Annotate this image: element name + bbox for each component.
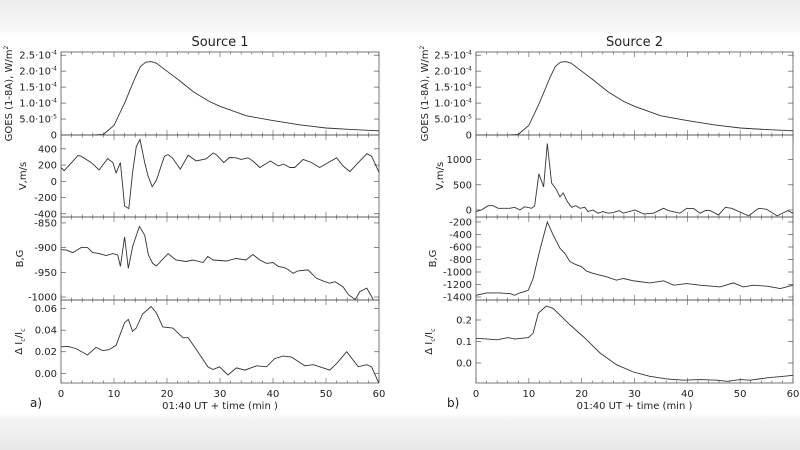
panel-frame (60, 51, 380, 136)
y-axis-label: Δ Ic​/Ic​ (424, 328, 437, 355)
y-tick-label: -400 (449, 230, 472, 241)
y-tick-label: -1200 (443, 280, 472, 291)
y-tick-label: 1.5·10-4​ (434, 82, 472, 94)
y-tick-label: 5.0·10-5​ (434, 114, 472, 126)
y-axis-label: Δ Ic​/Ic​ (14, 328, 27, 355)
y-axis-label: V,m/s (435, 162, 446, 190)
y-tick-label: 400 (38, 144, 57, 155)
chart-b: Source 2 0 5.0·10-5​ 1.0·10-4​ 1.5·10-4​ 2.0·… (419, 35, 799, 412)
x-tick-label: 30 (628, 389, 641, 400)
panel-frame (475, 51, 794, 136)
panel-frame (475, 216, 794, 301)
series-line (60, 305, 379, 383)
x-tick-label: 0 (473, 389, 479, 400)
chart-title: Source 2 (606, 35, 663, 50)
x-axis-label: 01:40 UT + time (min ) (162, 401, 278, 412)
y-tick-label: 1000 (447, 155, 472, 166)
y-tick-label: 0 (466, 205, 472, 216)
panel-tag: b) (447, 396, 459, 410)
y-tick-label: 1.0·10-4​ (19, 98, 57, 110)
y-axis-label: GOES (1-8A), W/m2​ (3, 46, 15, 142)
panel-frame (60, 134, 380, 218)
x-tick-label: 50 (320, 389, 333, 400)
y-tick-label: 0.00 (35, 369, 57, 380)
y-tick-label: -200 (34, 193, 57, 204)
x-tick-label: 30 (214, 389, 227, 400)
y-tick-label: 0.0 (456, 359, 472, 370)
y-tick-label: -1400 (443, 293, 472, 304)
panel-2: -1400 -1200-1000 -800-600 -400-200 B,G (428, 216, 794, 304)
x-tick-label: 50 (734, 389, 747, 400)
y-axis-label: V,m/s (18, 162, 29, 190)
series-line (60, 225, 374, 301)
panel-3: 0.00 0.02 0.04 0.06 Δ Ic​/Ic​ (14, 299, 380, 384)
y-tick-label: 5.0·10-5​ (19, 114, 57, 126)
panel-frame (60, 216, 380, 301)
y-tick-label: -950 (34, 268, 57, 279)
y-tick-label: 200 (38, 161, 57, 172)
y-tick-label: -900 (34, 243, 57, 254)
y-tick-label: 500 (453, 180, 472, 191)
series-line (476, 61, 794, 136)
y-axis-label: B,G (15, 250, 26, 268)
panel-2: -1000 -950 -900 -850 B,G (15, 216, 380, 304)
y-tick-label: 0 (51, 131, 57, 142)
panel-1: -400 -200 0 200 400 V,m/s (18, 134, 380, 220)
y-tick-label: 2.0·10-4​ (19, 66, 57, 78)
y-tick-label: 0 (466, 131, 472, 142)
x-tick-label: 60 (787, 389, 800, 400)
x-tick-label: 10 (108, 389, 121, 400)
panel-frame (475, 134, 794, 218)
y-axis-label: B,G (428, 250, 439, 268)
panel-tag: a) (30, 396, 42, 410)
y-tick-label: -1000 (28, 293, 57, 304)
series-line (60, 138, 380, 210)
series-line (61, 61, 380, 136)
chart-a: Source 1 0 5.0·10-5​ 1.0·10-4​ 1.5·10-4​ 2.0·… (3, 35, 385, 412)
y-tick-label: 1.0·10-4​ (434, 98, 472, 110)
panel-0: 0 5.0·10-5​ 1.0·10-4​ 1.5·10-4​ 2.0·10-4​ 2.5… (3, 46, 380, 142)
x-axis-label: 01:40 UT + time (min ) (577, 401, 693, 412)
panel-0: 0 5.0·10-5​ 1.0·10-4​ 1.5·10-4​ 2.0·10-4​ 2.5… (419, 46, 794, 142)
y-tick-label: 0 (51, 177, 57, 188)
y-tick-label: -850 (34, 218, 57, 229)
y-axis-label: GOES (1-8A), W/m2​ (419, 46, 431, 142)
y-tick-label: -400 (34, 209, 57, 220)
series-line (475, 305, 794, 382)
x-tick-label: 0 (58, 389, 64, 400)
x-tick-label: 40 (681, 389, 694, 400)
y-tick-label: 2.0·10-4​ (434, 66, 472, 78)
y-tick-label: 0.02 (35, 347, 57, 358)
y-tick-label: 2.5·10-4​ (434, 50, 472, 62)
y-tick-label: 0.04 (35, 326, 57, 337)
y-tick-label: 0.06 (35, 304, 57, 315)
x-tick-label: 60 (373, 389, 386, 400)
panel-frame (60, 299, 380, 384)
x-tick-label: 40 (267, 389, 280, 400)
panel-3: 0.0 0.1 0.2 Δ Ic​/Ic​ (424, 299, 794, 384)
y-tick-label: 0.2 (456, 315, 472, 326)
panel-frame (475, 299, 794, 384)
x-tick-label: 20 (575, 389, 588, 400)
y-tick-label: 2.5·10-4​ (19, 50, 57, 62)
series-line (475, 143, 794, 217)
chart-title: Source 1 (191, 35, 248, 50)
y-tick-label: 0.1 (456, 337, 472, 348)
x-tick-label: 10 (522, 389, 535, 400)
y-tick-label: -1000 (443, 268, 472, 279)
y-tick-label: -800 (449, 255, 472, 266)
y-tick-label: -200 (449, 218, 472, 229)
y-tick-label: 1.5·10-4​ (19, 82, 57, 94)
y-tick-label: -600 (449, 243, 472, 254)
x-tick-label: 20 (161, 389, 174, 400)
series-line (475, 220, 794, 296)
